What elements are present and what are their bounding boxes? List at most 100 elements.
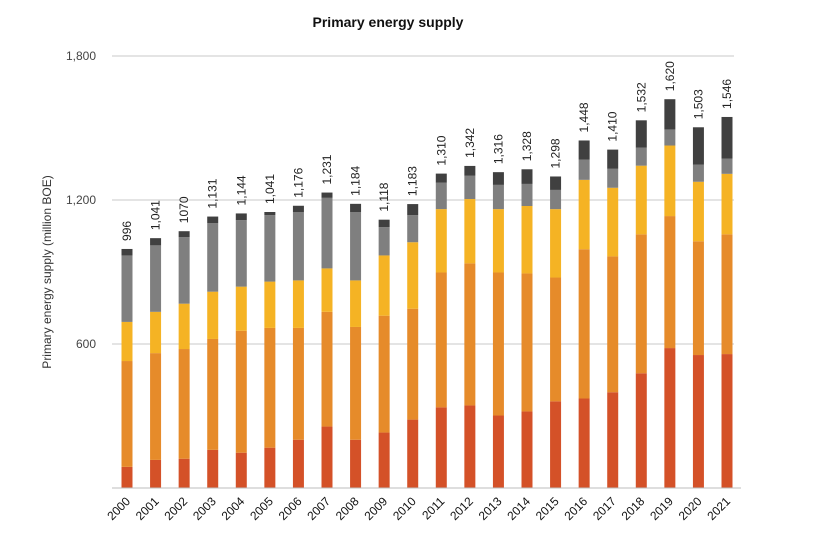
bar-segment-1 — [264, 447, 276, 488]
bar-segment-1 — [721, 354, 733, 488]
bar-segment-5 — [378, 219, 390, 228]
data-label-total: 1,546 — [720, 79, 734, 109]
bar-segment-4 — [121, 255, 133, 322]
bar-segment-4 — [550, 189, 562, 210]
bar-segment-3 — [607, 187, 619, 257]
x-tick-label: 2021 — [704, 494, 733, 523]
bars — [121, 99, 733, 488]
bar-stack-2017 — [607, 149, 619, 488]
bar-segment-5 — [407, 204, 419, 216]
bar-segment-4 — [321, 197, 333, 269]
chart-title: Primary energy supply — [313, 14, 464, 30]
bar-segment-1 — [378, 432, 390, 488]
bar-segment-3 — [150, 311, 162, 354]
bar-segment-2 — [292, 327, 304, 440]
bar-segment-2 — [435, 272, 447, 408]
x-tick-label: 2012 — [447, 494, 476, 523]
bar-segment-1 — [464, 405, 476, 488]
bar-segment-2 — [121, 361, 133, 467]
bar-segment-2 — [607, 256, 619, 393]
bar-stack-2001 — [150, 238, 162, 488]
bar-segment-1 — [664, 348, 676, 488]
bar-segment-5 — [350, 203, 362, 212]
bar-segment-4 — [721, 158, 733, 174]
x-tick-label: 2008 — [333, 494, 362, 523]
bar-segment-4 — [664, 129, 676, 146]
bar-segment-4 — [521, 183, 533, 206]
bar-segment-4 — [150, 245, 162, 312]
bar-segment-2 — [664, 216, 676, 349]
bar-stack-2002 — [178, 231, 190, 488]
bar-segment-3 — [492, 209, 504, 273]
bar-segment-5 — [578, 140, 590, 160]
x-tick-label: 2020 — [676, 494, 705, 523]
bar-segment-5 — [121, 248, 133, 256]
bar-segment-4 — [178, 237, 190, 304]
data-label-total: 1,620 — [663, 61, 677, 91]
bar-segment-4 — [435, 182, 447, 210]
bar-segment-5 — [264, 212, 276, 216]
bar-segment-1 — [521, 411, 533, 488]
data-label-total: 1,328 — [520, 131, 534, 161]
bar-stack-2018 — [635, 120, 647, 488]
x-tick-label: 2009 — [361, 494, 390, 523]
bar-segment-1 — [435, 407, 447, 488]
bar-segment-5 — [692, 127, 704, 165]
data-label-total: 1,041 — [149, 200, 163, 230]
x-tick-label: 2015 — [533, 494, 562, 523]
bar-segment-1 — [607, 392, 619, 488]
bar-segment-1 — [550, 401, 562, 488]
x-tick-label: 2014 — [504, 494, 533, 523]
bar-segment-2 — [578, 249, 590, 399]
x-tick-label: 2004 — [219, 494, 248, 523]
bar-segment-2 — [550, 277, 562, 402]
bar-segment-5 — [292, 205, 304, 212]
bar-stack-2011 — [435, 173, 447, 488]
bar-segment-2 — [264, 327, 276, 448]
x-tick-label: 2002 — [161, 494, 190, 523]
data-label-total: 1,131 — [206, 178, 220, 208]
y-axis-ticks: 600 1,200 1,800 — [66, 49, 96, 351]
bar-segment-1 — [635, 373, 647, 488]
bar-segment-1 — [321, 426, 333, 488]
bar-segment-2 — [521, 273, 533, 412]
bar-segment-2 — [635, 234, 647, 374]
bar-stack-2015 — [550, 176, 562, 488]
y-axis-label: Primary energy supply (million BOE) — [40, 175, 54, 368]
bar-segment-1 — [178, 458, 190, 488]
bar-segment-3 — [664, 145, 676, 217]
x-axis-ticks: 2000 2001 2002 2003 2004 2005 2006 2007 2008 2009… — [104, 494, 733, 523]
data-label-total: 1,183 — [406, 166, 420, 196]
bar-stack-2010 — [407, 204, 419, 488]
bar-segment-3 — [207, 291, 219, 339]
data-label-total: 1,310 — [434, 135, 448, 165]
bar-segment-5 — [635, 120, 647, 148]
x-tick-label: 2000 — [104, 494, 133, 523]
bar-segment-4 — [264, 215, 276, 282]
x-tick-label: 2016 — [561, 494, 590, 523]
data-label-total: 1,532 — [634, 82, 648, 112]
bar-segment-3 — [321, 268, 333, 312]
x-tick-label: 2019 — [647, 494, 676, 523]
bar-segment-5 — [321, 192, 333, 198]
data-label-total: 1,503 — [691, 89, 705, 119]
x-tick-label: 2010 — [390, 494, 419, 523]
x-tick-label: 2006 — [276, 494, 305, 523]
bar-segment-4 — [407, 215, 419, 243]
bar-segment-1 — [492, 415, 504, 488]
bar-stack-2021 — [721, 116, 733, 488]
bar-segment-1 — [692, 355, 704, 488]
bar-segment-3 — [721, 173, 733, 235]
data-label-total: 1,144 — [234, 175, 248, 205]
bar-segment-3 — [550, 209, 562, 278]
bar-segment-5 — [550, 176, 562, 190]
bar-segment-1 — [121, 466, 133, 488]
bar-segment-2 — [464, 263, 476, 406]
bar-stack-2019 — [664, 99, 676, 488]
x-tick-label: 2017 — [590, 494, 619, 523]
bar-segment-2 — [692, 241, 704, 356]
bar-stack-2003 — [207, 216, 219, 488]
bar-segment-5 — [207, 216, 219, 224]
data-label-total: 1,448 — [577, 102, 591, 132]
